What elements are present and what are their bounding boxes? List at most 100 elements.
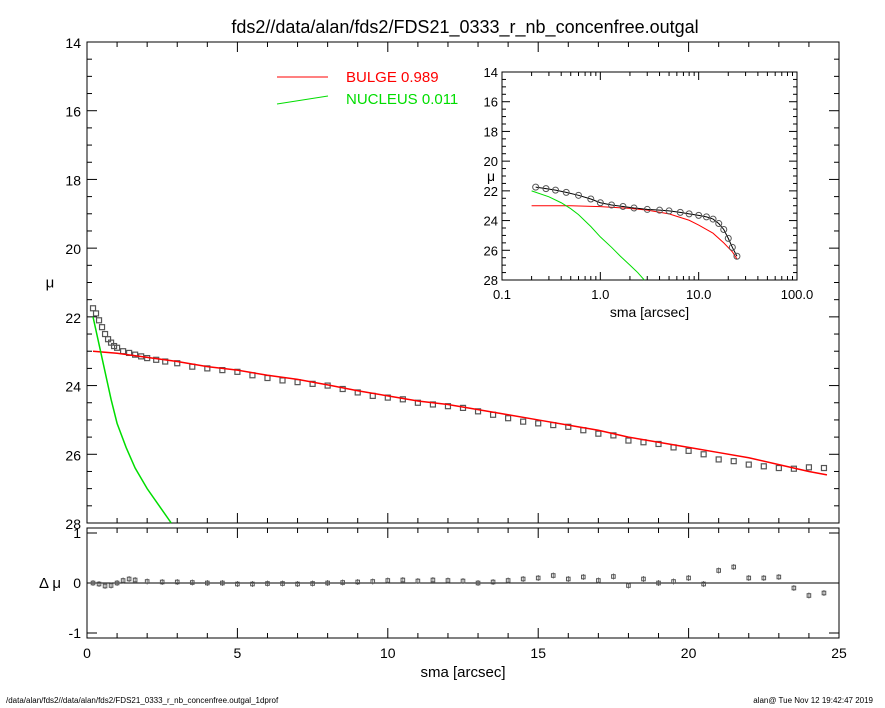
inset-data-point xyxy=(587,195,595,203)
y-tick-label: 0 xyxy=(73,575,81,591)
x-tick-label: 10.0 xyxy=(686,287,711,302)
residual-point xyxy=(550,573,556,578)
residual-point xyxy=(235,581,240,587)
residual-point xyxy=(475,580,481,586)
residual-point xyxy=(120,578,126,583)
data-point xyxy=(219,367,226,374)
data-point xyxy=(730,458,737,465)
y-tick-label: 20 xyxy=(65,241,81,257)
residual-point xyxy=(520,576,526,582)
data-point xyxy=(98,324,106,331)
inset-data-point xyxy=(596,199,604,207)
data-trace xyxy=(535,186,738,257)
residual-point xyxy=(132,577,138,583)
inset-data-point xyxy=(728,243,736,251)
data-point xyxy=(610,432,617,439)
data-point xyxy=(279,377,286,384)
residual-point xyxy=(716,568,721,573)
data-point xyxy=(92,310,100,317)
data-point xyxy=(745,461,752,468)
y-tick-label: 26 xyxy=(65,447,81,463)
inset-data-point xyxy=(542,185,550,193)
residual-point xyxy=(731,564,737,570)
residual-point xyxy=(701,581,706,587)
data-point xyxy=(384,394,391,401)
residual-point xyxy=(114,580,120,586)
y-tick-label: -1 xyxy=(69,625,82,641)
data-point xyxy=(174,360,181,367)
data-point xyxy=(119,348,127,355)
bulge-line xyxy=(531,205,738,260)
inset-data-point xyxy=(608,201,616,209)
residual-point xyxy=(265,581,270,586)
y-axis-label: μ xyxy=(46,275,55,292)
data-point xyxy=(535,420,542,427)
data-point xyxy=(760,463,767,470)
inset-data-point xyxy=(695,211,703,219)
residual-point xyxy=(746,575,752,581)
data-point xyxy=(565,423,572,430)
inset-data-point xyxy=(532,183,540,191)
y-tick-label: 28 xyxy=(484,273,498,288)
residual-point xyxy=(370,579,376,584)
residual-point xyxy=(355,579,361,585)
data-point xyxy=(820,464,828,472)
residual-point xyxy=(159,579,165,585)
data-point xyxy=(153,356,160,363)
data-point xyxy=(444,403,452,410)
data-point xyxy=(655,440,662,448)
residual-point xyxy=(776,574,782,580)
residual-point xyxy=(325,580,330,586)
residual-point xyxy=(108,583,114,588)
residual-point xyxy=(581,574,586,580)
data-point xyxy=(204,365,211,372)
y-tick-label: 18 xyxy=(484,124,498,139)
data-point xyxy=(113,344,121,351)
x-tick-label: 1.0 xyxy=(591,287,609,302)
y-tick-label: 14 xyxy=(484,65,498,80)
inset-data-point xyxy=(676,208,684,216)
inset-data-point xyxy=(733,252,741,260)
y-tick-label: 1 xyxy=(73,525,81,541)
data-point xyxy=(595,430,602,437)
residual-point xyxy=(565,576,571,582)
data-point xyxy=(715,456,722,463)
residual-point xyxy=(460,578,466,584)
y-axis-label: Δ μ xyxy=(39,575,61,592)
inset-data-point xyxy=(562,188,570,196)
inset-panel: 14 16 18 20 22 24 26 280.1 1.0 10.0 100.0 sma [arcs… xyxy=(484,65,814,320)
footer-path: /data/alan/fds2//data/alan/fds2/FDS21_03… xyxy=(6,696,279,705)
data-point xyxy=(101,330,109,338)
x-tick-label: 100.0 xyxy=(781,287,814,302)
footer-timestamp: alan@ Tue Nov 12 19:42:47 2019 xyxy=(753,696,873,705)
data-point xyxy=(89,305,97,312)
residual-point xyxy=(102,583,108,589)
bulge-line xyxy=(92,350,828,476)
main-panel: 14 16 18 20 22 24 26 28 μ BULGE 0.989 NUCLEUS 0.01… xyxy=(46,35,840,532)
inset-data-point xyxy=(630,204,638,212)
residual-point xyxy=(671,579,676,584)
data-point xyxy=(520,418,527,425)
residual-point xyxy=(400,577,406,583)
x-axis-label: sma [arcsec] xyxy=(610,304,689,320)
y-tick-label: 18 xyxy=(65,172,81,188)
inset-data-point xyxy=(665,207,673,215)
residual-point xyxy=(791,585,797,591)
inset-data-point xyxy=(709,215,717,223)
data-point xyxy=(685,447,692,454)
legend-nucleus-label: NUCLEUS 0.011 xyxy=(346,91,458,108)
residual-point xyxy=(611,574,616,579)
residual-point xyxy=(189,580,195,585)
data-point xyxy=(700,451,707,458)
data-point xyxy=(234,368,241,375)
data-point xyxy=(354,389,361,396)
inset-data-point xyxy=(685,210,693,218)
residual-point xyxy=(310,581,315,586)
data-point xyxy=(95,317,103,324)
residual-point xyxy=(250,581,255,587)
residual-point xyxy=(174,579,180,585)
residual-point xyxy=(415,578,421,584)
residual-point xyxy=(280,581,285,586)
residual-point xyxy=(205,580,210,586)
